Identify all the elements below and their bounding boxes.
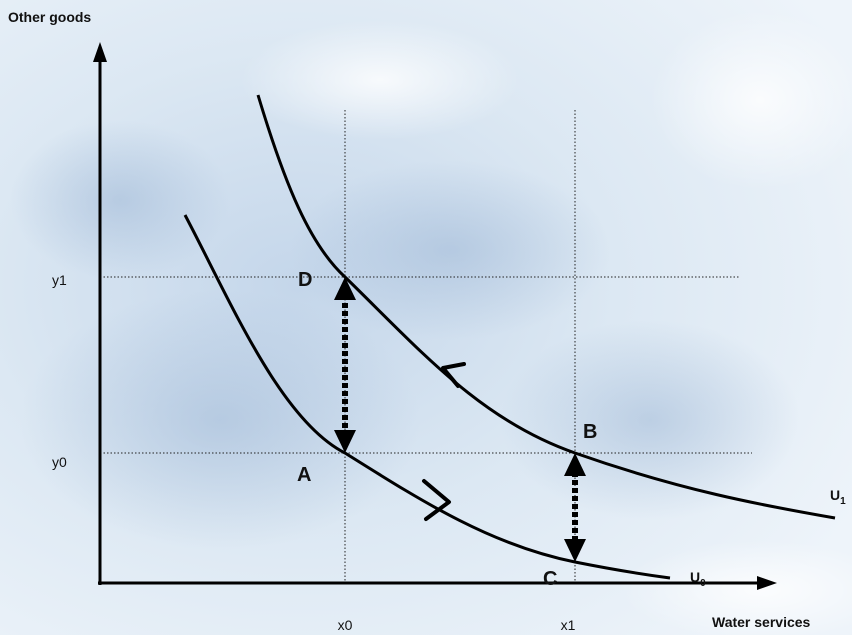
- point-label: B: [583, 421, 597, 443]
- point-label: D: [298, 269, 312, 291]
- curve-subscript: 0: [700, 578, 706, 589]
- y-tick-label: y1: [52, 272, 67, 288]
- curve-name: U: [830, 487, 840, 503]
- background: [0, 0, 852, 635]
- diagram: Other goods Water services x0 x1 y0 y1 A…: [0, 0, 852, 635]
- curve-name: U: [690, 569, 700, 585]
- curve-subscript: 1: [840, 496, 846, 507]
- x-tick-label: x0: [338, 617, 353, 633]
- x-tick-label: x1: [561, 617, 576, 633]
- point-label: C: [543, 568, 557, 590]
- y-axis-label: Other goods: [8, 9, 91, 25]
- x-axis-label: Water services: [712, 614, 811, 630]
- point-label: A: [297, 464, 311, 486]
- y-tick-label: y0: [52, 454, 67, 470]
